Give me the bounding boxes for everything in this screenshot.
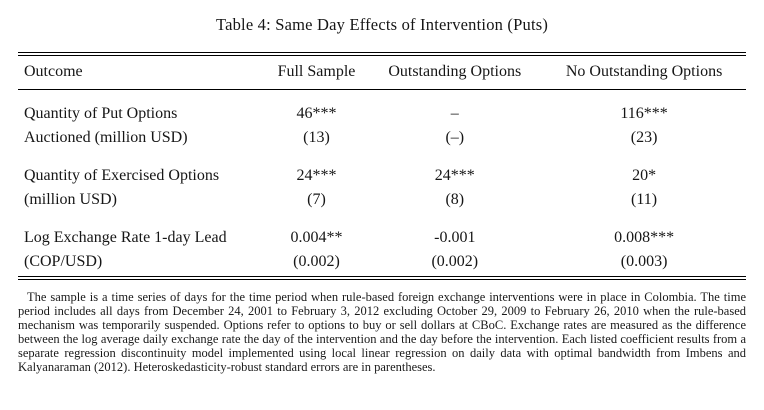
table-row-put-auctioned-estimate: Quantity of Put Options 46*** – 116*** (18, 90, 746, 127)
stderr-cell: (8) (445, 191, 465, 208)
outcome-label: Quantity of Put Options (24, 105, 178, 122)
stderr-cell: (13) (303, 129, 330, 146)
stderr-cell: (0.002) (431, 253, 479, 270)
stderr-cell: (0.002) (293, 253, 340, 270)
table-header-row: Outcome Full Sample Outstanding Options … (18, 54, 746, 90)
col-header-outcome: Outcome (18, 54, 266, 90)
estimate-cell: 20* (632, 167, 657, 184)
estimate-cell: 24*** (434, 167, 475, 184)
outcome-label: Auctioned (million USD) (24, 129, 188, 146)
stderr-cell: (23) (630, 129, 658, 146)
estimate-cell: – (450, 105, 459, 122)
estimate-cell: 46*** (296, 105, 337, 122)
estimate-cell: -0.001 (434, 229, 476, 246)
table-row-logfx-se: (COP/USD) (0.002) (0.002) (0.003) (18, 250, 746, 278)
estimate-cell: 24*** (296, 167, 337, 184)
table-container: Outcome Full Sample Outstanding Options … (18, 52, 746, 280)
results-table: Outcome Full Sample Outstanding Options … (18, 52, 746, 280)
table-row-logfx-estimate: Log Exchange Rate 1-day Lead 0.004** -0.… (18, 212, 746, 250)
estimate-cell: 0.008*** (614, 229, 675, 246)
outcome-label: (COP/USD) (24, 253, 103, 270)
stderr-cell: (–) (445, 129, 465, 146)
outcome-label: Quantity of Exercised Options (24, 167, 220, 184)
estimate-cell: 116*** (620, 105, 668, 122)
table-row-exercised-estimate: Quantity of Exercised Options 24*** 24**… (18, 150, 746, 188)
outcome-label: Log Exchange Rate 1-day Lead (24, 229, 227, 246)
col-header-outstanding-options: Outstanding Options (367, 54, 543, 90)
table-caption: Table 4: Same Day Effects of Interventio… (215, 15, 549, 34)
table-row-exercised-se: (million USD) (7) (8) (11) (18, 188, 746, 212)
stderr-cell: (11) (631, 191, 658, 208)
estimate-cell: 0.004** (290, 229, 343, 246)
table-footnote: The sample is a time series of days for … (18, 290, 746, 374)
outcome-label: (million USD) (24, 191, 117, 208)
stderr-cell: (7) (307, 191, 326, 208)
table-row-put-auctioned-se: Auctioned (million USD) (13) (–) (23) (18, 126, 746, 150)
col-header-no-outstanding-options: No Outstanding Options (542, 54, 746, 90)
stderr-cell: (0.003) (620, 253, 668, 270)
col-header-full-sample: Full Sample (265, 54, 368, 90)
